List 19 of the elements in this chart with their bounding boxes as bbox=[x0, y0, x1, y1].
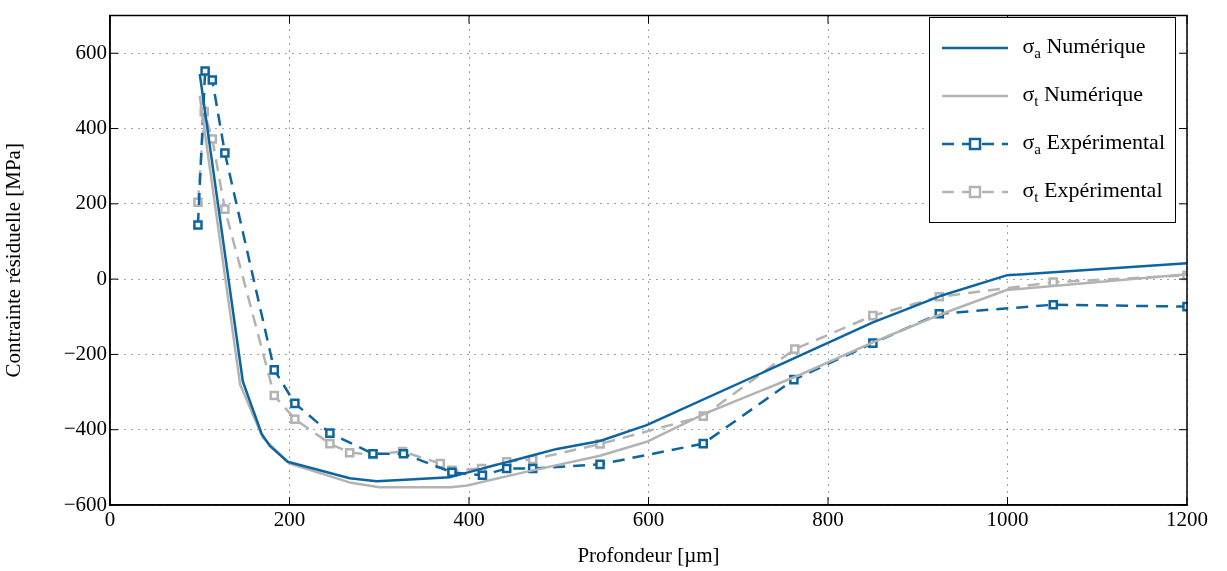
y-tick-label: 600 bbox=[75, 39, 107, 64]
y-tick-label: 200 bbox=[75, 190, 107, 215]
y-tick-label: 400 bbox=[75, 115, 107, 140]
y-tick-label: −400 bbox=[63, 416, 107, 441]
x-axis-title: Profondeur [µm] bbox=[577, 542, 720, 567]
y-tick-label: 0 bbox=[96, 265, 107, 290]
x-tick-label: 1000 bbox=[986, 507, 1029, 532]
legend-label: σ$_{a}$ Expérimental bbox=[1022, 129, 1165, 159]
y-tick-label: −600 bbox=[63, 491, 107, 516]
legend-label: σ$_{t}$ Expérimental bbox=[1022, 177, 1163, 207]
y-axis-title: Contrainte résiduelle [MPa] bbox=[1, 143, 26, 378]
x-tick-label: 400 bbox=[453, 507, 485, 532]
x-tick-label: 800 bbox=[812, 507, 844, 532]
y-tick-label: −200 bbox=[63, 340, 107, 365]
legend-label: σ$_{t}$ Numérique bbox=[1022, 81, 1143, 111]
x-tick-label: 1200 bbox=[1166, 507, 1208, 532]
x-tick-label: 600 bbox=[632, 507, 665, 532]
legend-label: σ$_{a}$ Numérique bbox=[1022, 33, 1146, 63]
x-tick-label: 200 bbox=[273, 507, 306, 532]
